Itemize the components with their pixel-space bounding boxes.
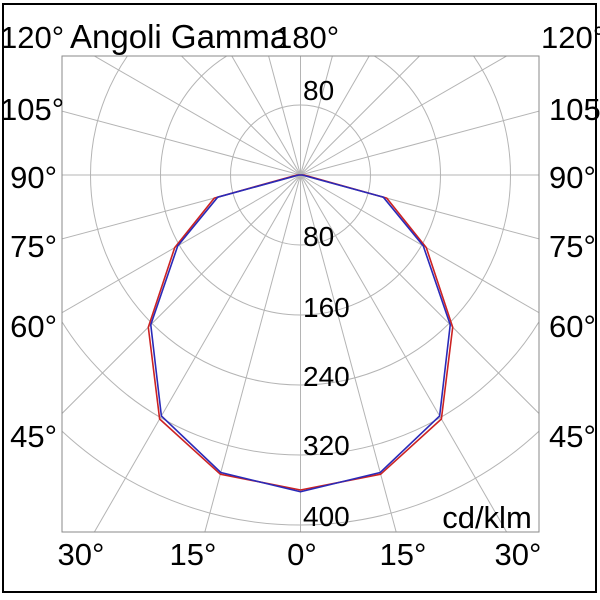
- angle-label-bottom-0: 0°: [287, 537, 317, 572]
- angle-label-right-105: 105°: [549, 92, 600, 127]
- angle-label-right-75: 75°: [549, 229, 596, 264]
- angle-label-left-105: 105°: [0, 92, 65, 127]
- angle-label-top-right-120: 120°: [541, 20, 600, 55]
- angle-label-top-left-120: 120°: [0, 20, 65, 55]
- angle-label-left-75: 75°: [10, 229, 57, 264]
- angle-label-right-45: 45°: [549, 419, 596, 454]
- angle-label-left-90: 90°: [10, 160, 57, 195]
- angle-label-left-60: 60°: [10, 309, 57, 344]
- radial-tick-400: 400: [303, 501, 350, 532]
- angle-label-bottom-15-left: 15°: [169, 537, 217, 572]
- radial-tick-160: 160: [303, 292, 350, 323]
- page-title: Angoli Gamma: [70, 18, 289, 55]
- angle-label-bottom-30-left: 30°: [57, 537, 105, 572]
- angle-label-right-60: 60°: [549, 309, 596, 344]
- angle-label-bottom-15-right: 15°: [379, 537, 427, 572]
- angle-label-top-center-180: 180°: [275, 20, 340, 55]
- radial-tick-80: 80: [303, 221, 335, 252]
- angle-label-right-90: 90°: [549, 160, 596, 195]
- radial-tick-80-upper: 80: [303, 75, 335, 106]
- radial-tick-240: 240: [303, 361, 350, 392]
- angle-label-left-45: 45°: [10, 419, 57, 454]
- angle-label-bottom-30-right: 30°: [494, 537, 542, 572]
- unit-label: cd/klm: [442, 500, 532, 535]
- radial-tick-320: 320: [303, 430, 350, 461]
